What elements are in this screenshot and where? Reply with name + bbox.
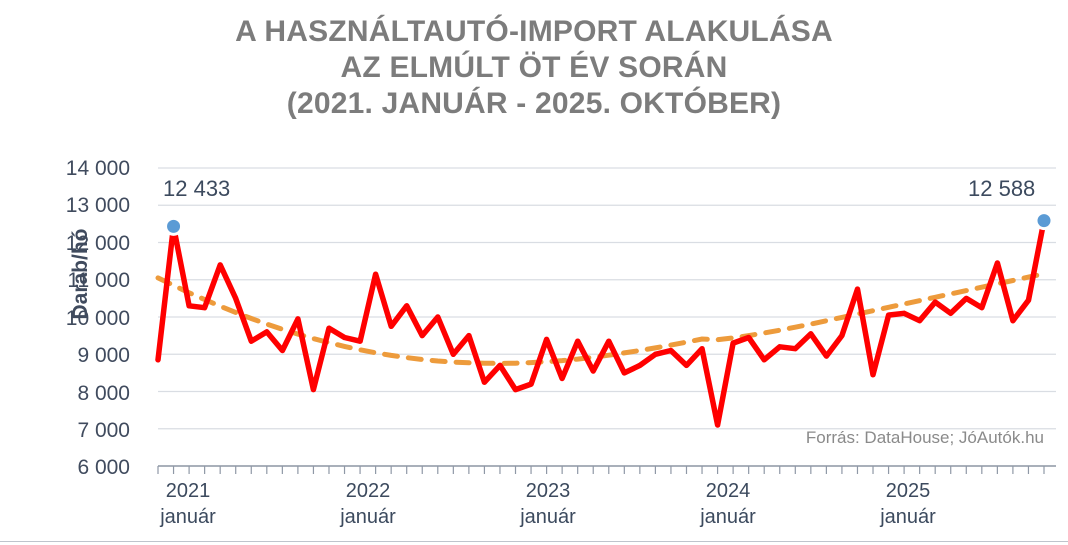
chart-title: A HASZNÁLTAUTÓ-IMPORT ALAKULÁSA AZ ELMÚL…	[0, 14, 1068, 122]
x-axis-tick-2024-year: 2024	[705, 480, 751, 502]
data-label-first: 12 433	[163, 176, 231, 201]
x-axis-tick-2021: 2021 január	[128, 478, 248, 530]
x-axis-tick-2023-month: január	[520, 506, 576, 528]
x-axis-tick-2021-year: 2021	[165, 480, 211, 502]
x-axis-tick-2025-month: január	[880, 506, 936, 528]
x-axis-tick-2022-year: 2022	[345, 480, 391, 502]
x-axis-tick-2025: 2025 január	[848, 478, 968, 530]
x-axis-tick-2024: 2024 január	[668, 478, 788, 530]
y-axis-tick-10000: 10 000	[65, 307, 130, 330]
source-note: Forrás: DataHouse; JóAutók.hu	[805, 428, 1044, 447]
data-point-markers	[164, 211, 1054, 236]
series-line	[155, 217, 1047, 428]
data-label-last: 12 588	[968, 176, 1036, 201]
chart-title-line-2: AZ ELMÚLT ÖT ÉV SORÁN	[340, 51, 728, 84]
x-axis-tick-2023: 2023 január	[488, 478, 608, 530]
y-axis-tick-13000: 13 000	[65, 194, 130, 217]
x-axis-tick-2024-month: január	[700, 506, 756, 528]
chart-title-line-1: A HASZNÁLTAUTÓ-IMPORT ALAKULÁSA	[235, 15, 833, 48]
y-axis-tick-14000: 14 000	[65, 157, 130, 180]
x-axis-tick-2022-month: január	[340, 506, 396, 528]
y-axis-tick-6000: 6 000	[77, 456, 130, 479]
bottom-divider	[0, 541, 1068, 542]
y-axis-tick-7000: 7 000	[77, 419, 130, 442]
x-axis-tick-2023-year: 2023	[525, 480, 571, 502]
y-axis-tick-11000: 11 000	[67, 269, 130, 292]
y-axis-tick-8000: 8 000	[77, 382, 130, 405]
x-axis-tick-2022: 2022 január	[308, 478, 428, 530]
x-axis-tick-2021-month: január	[160, 506, 216, 528]
y-axis-tick-9000: 9 000	[77, 344, 130, 367]
x-axis-tick-2025-year: 2025	[885, 480, 931, 502]
y-axis-tick-12000: 12 000	[65, 232, 130, 255]
chart-title-line-3: (2021. JANUÁR - 2025. OKTÓBER)	[286, 87, 782, 120]
x-axis-ticks	[157, 466, 1045, 474]
